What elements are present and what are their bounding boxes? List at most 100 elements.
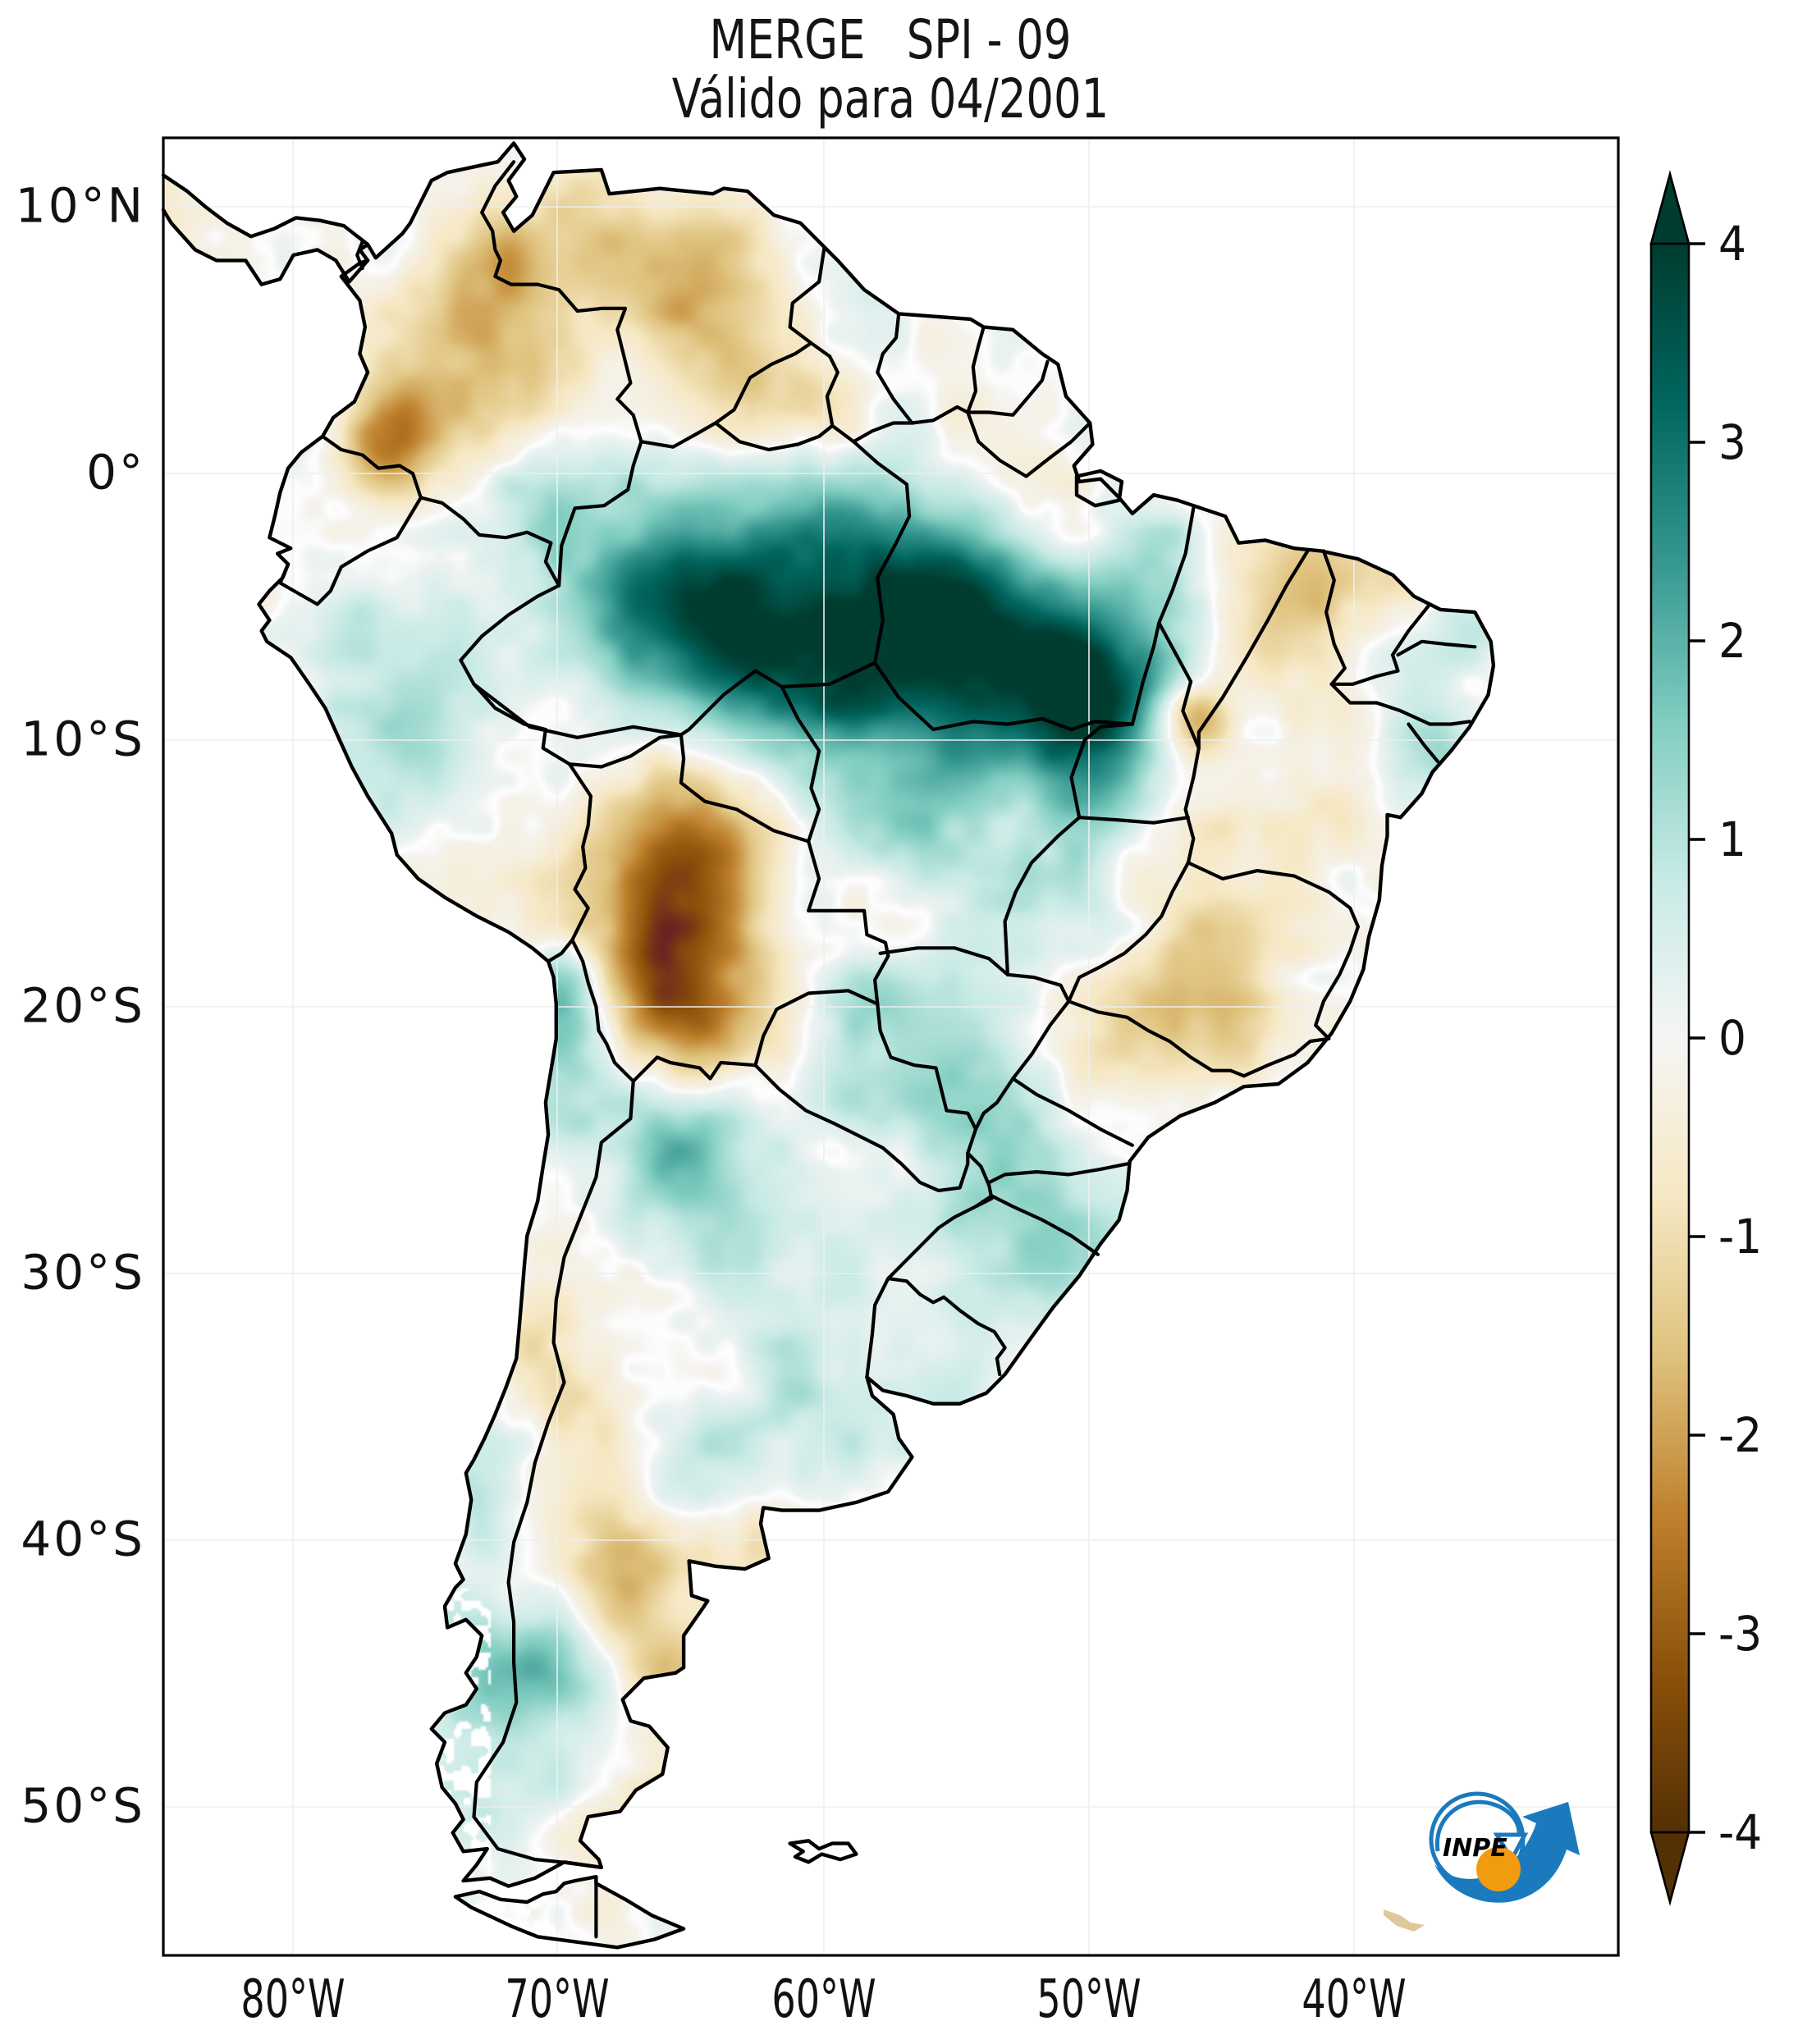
y-tick-label: 50°S bbox=[21, 1777, 145, 1834]
tierra-del-fuego-coast bbox=[453, 1875, 686, 1950]
chart-title: MERGE SPI - 09 bbox=[709, 8, 1072, 71]
colorbar-tick-label: -2 bbox=[1718, 1407, 1763, 1463]
border-line bbox=[547, 938, 574, 963]
border-line bbox=[459, 583, 572, 766]
falkland-islands-coast bbox=[788, 1839, 858, 1864]
colorbar-gradient bbox=[1649, 242, 1690, 1834]
border-line bbox=[865, 1277, 890, 1379]
border-line bbox=[631, 1055, 757, 1083]
x-tick-label: 80°W bbox=[240, 1969, 345, 2030]
colorbar-tick-label: 1 bbox=[1718, 812, 1746, 867]
border-line bbox=[987, 1162, 1129, 1185]
border-line bbox=[567, 733, 890, 1006]
x-tick-label: 40°W bbox=[1302, 1969, 1407, 2030]
border-line bbox=[966, 325, 986, 414]
marajo-island-coast bbox=[1074, 469, 1124, 508]
inpe-logo: INPE bbox=[1429, 1791, 1580, 1903]
border-line bbox=[809, 341, 914, 444]
south-georgia-speck bbox=[1384, 1909, 1425, 1932]
border-line bbox=[788, 245, 826, 345]
border-line bbox=[1157, 621, 1201, 750]
border-line bbox=[1329, 682, 1471, 726]
border-line bbox=[1196, 549, 1310, 750]
inpe-orange-ball-icon bbox=[1476, 1847, 1521, 1891]
border-line bbox=[278, 496, 423, 606]
y-tick-label: 10°S bbox=[21, 711, 145, 767]
y-tick-label: 0° bbox=[86, 444, 145, 501]
border-line bbox=[1011, 1077, 1134, 1147]
border-line bbox=[873, 661, 1134, 732]
border-line bbox=[886, 1277, 1007, 1377]
border-line bbox=[567, 762, 592, 942]
y-tick-label: 20°S bbox=[21, 977, 145, 1034]
border-line bbox=[419, 496, 561, 588]
x-tick-label: 50°W bbox=[1036, 1969, 1141, 2030]
border-line bbox=[1067, 861, 1190, 1004]
border-line bbox=[886, 1151, 994, 1281]
country-state-borders bbox=[278, 160, 1477, 1939]
border-line bbox=[639, 341, 813, 449]
border-line bbox=[1077, 816, 1190, 825]
y-tick-label: 10°N bbox=[15, 177, 145, 234]
border-line bbox=[780, 684, 821, 844]
colorbar-upper-arrow bbox=[1649, 170, 1690, 245]
colorbar bbox=[1649, 170, 1705, 1906]
x-tick-label: 60°W bbox=[771, 1969, 876, 2030]
graticule-lines bbox=[163, 138, 1618, 1955]
inpe-down-arrowhead-icon bbox=[1493, 1832, 1529, 1864]
colorbar-tick-label: -3 bbox=[1718, 1606, 1763, 1662]
central-america-coast bbox=[161, 173, 370, 286]
border-line bbox=[852, 440, 912, 665]
border-line bbox=[1314, 949, 1352, 1040]
colorbar-tick-marks bbox=[1689, 242, 1705, 1834]
border-line bbox=[1005, 972, 1071, 1004]
map-frame-border bbox=[162, 136, 1620, 1957]
border-line bbox=[1069, 722, 1134, 820]
y-tick-label: 30°S bbox=[21, 1244, 145, 1301]
colorbar-tick-label: 0 bbox=[1718, 1010, 1746, 1066]
colorbar-lower-arrow bbox=[1649, 1831, 1690, 1906]
mainland-coast bbox=[257, 141, 1496, 1888]
coastline bbox=[161, 141, 1496, 1950]
colorbar-tick-label: -1 bbox=[1718, 1209, 1763, 1264]
border-line bbox=[321, 434, 423, 500]
border-line bbox=[1186, 861, 1360, 953]
border-line bbox=[753, 1063, 970, 1192]
border-line bbox=[1183, 746, 1201, 865]
border-line bbox=[1067, 999, 1246, 1078]
colorbar-tick-label: -4 bbox=[1718, 1804, 1763, 1860]
border-line bbox=[1329, 602, 1432, 686]
border-line bbox=[753, 989, 880, 1068]
border-line bbox=[910, 359, 1050, 425]
border-line bbox=[570, 938, 635, 1083]
border-line bbox=[1242, 1036, 1331, 1078]
border-line bbox=[679, 661, 877, 737]
border-line bbox=[713, 421, 835, 452]
spi-raster-map bbox=[163, 138, 1618, 1955]
border-line bbox=[876, 312, 914, 425]
border-line bbox=[472, 1079, 635, 1869]
border-line bbox=[973, 1194, 1100, 1256]
inpe-swoosh-arrow-icon bbox=[1434, 1802, 1580, 1903]
border-line bbox=[1321, 549, 1347, 686]
border-line bbox=[480, 160, 643, 444]
inpe-logo-text: INPE bbox=[1443, 1834, 1507, 1863]
colorbar-tick-label: 4 bbox=[1718, 216, 1746, 272]
border-line bbox=[973, 999, 1071, 1132]
border-line bbox=[878, 946, 1009, 976]
y-tick-label: 40°S bbox=[21, 1511, 145, 1567]
chart-subtitle: Válido para 04/2001 bbox=[671, 67, 1109, 130]
colorbar-tick-label: 3 bbox=[1718, 414, 1746, 470]
x-tick-label: 70°W bbox=[505, 1969, 610, 2030]
border-line bbox=[1130, 506, 1196, 726]
border-line bbox=[557, 440, 643, 588]
colorbar-tick-label: 2 bbox=[1718, 613, 1746, 669]
border-line bbox=[1396, 639, 1477, 657]
border-line bbox=[1003, 816, 1082, 976]
border-line bbox=[966, 410, 1092, 478]
border-line bbox=[472, 682, 683, 739]
border-line bbox=[876, 1002, 978, 1155]
border-line bbox=[1407, 722, 1440, 764]
